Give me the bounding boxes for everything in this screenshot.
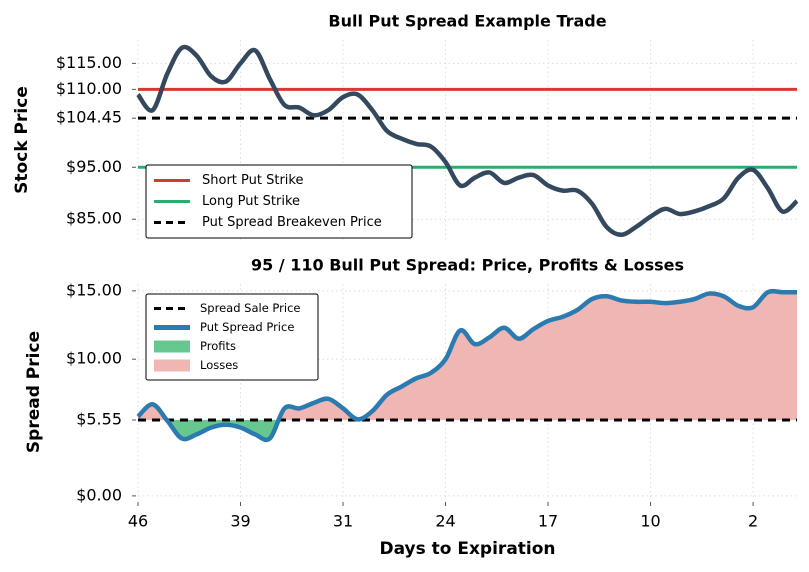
chart-title: 95 / 110 Bull Put Spread: Price, Profits…	[251, 256, 684, 275]
x-tick-label: 17	[538, 512, 558, 531]
y-tick-label: $110.00	[56, 79, 122, 98]
legend-label: Long Put Strike	[202, 194, 300, 209]
x-tick-label: 31	[333, 512, 353, 531]
legend-label: Put Spread Price	[200, 320, 294, 334]
series-line	[136, 288, 797, 443]
legend-label: Short Put Strike	[202, 173, 303, 188]
legend-box	[145, 164, 413, 239]
y-tick-label: $5.55	[76, 410, 122, 429]
y-tick-label: $85.00	[66, 209, 122, 228]
legend-label: Losses	[200, 358, 238, 372]
legend-label: Spread Sale Price	[200, 301, 300, 315]
legend-box	[145, 293, 319, 381]
y-tick-label: $0.00	[76, 485, 122, 504]
legend: Short Put Strike Long Put Strike Put Sprea…	[145, 164, 413, 239]
x-tick-label: 24	[435, 512, 455, 531]
x-tick-label: 46	[128, 512, 148, 531]
y-axis-label: Spread Price	[24, 331, 44, 453]
legend-label: Put Spread Breakeven Price	[202, 215, 382, 230]
x-tick-label: 39	[230, 512, 250, 531]
legend: Spread Sale Price Put Spread Price Profits…	[145, 293, 319, 381]
y-tick-label: $95.00	[66, 157, 122, 176]
area-fill	[138, 291, 797, 421]
y-axis-label: Stock Price	[12, 86, 32, 194]
y-tick-label: $10.00	[66, 349, 122, 368]
series-line	[136, 44, 799, 238]
x-tick-label: 2	[748, 512, 758, 531]
y-tick-label: $115.00	[56, 53, 122, 72]
legend-label: Profits	[200, 339, 236, 353]
y-tick-label: $15.00	[66, 280, 122, 299]
x-axis-label: Days to Expiration	[379, 539, 555, 559]
legend-swatch	[154, 359, 190, 372]
x-tick-label: 10	[640, 512, 660, 531]
y-tick-label: $104.45	[56, 108, 122, 127]
chart-title: Bull Put Spread Example Trade	[328, 12, 606, 31]
legend-swatch	[154, 340, 190, 353]
